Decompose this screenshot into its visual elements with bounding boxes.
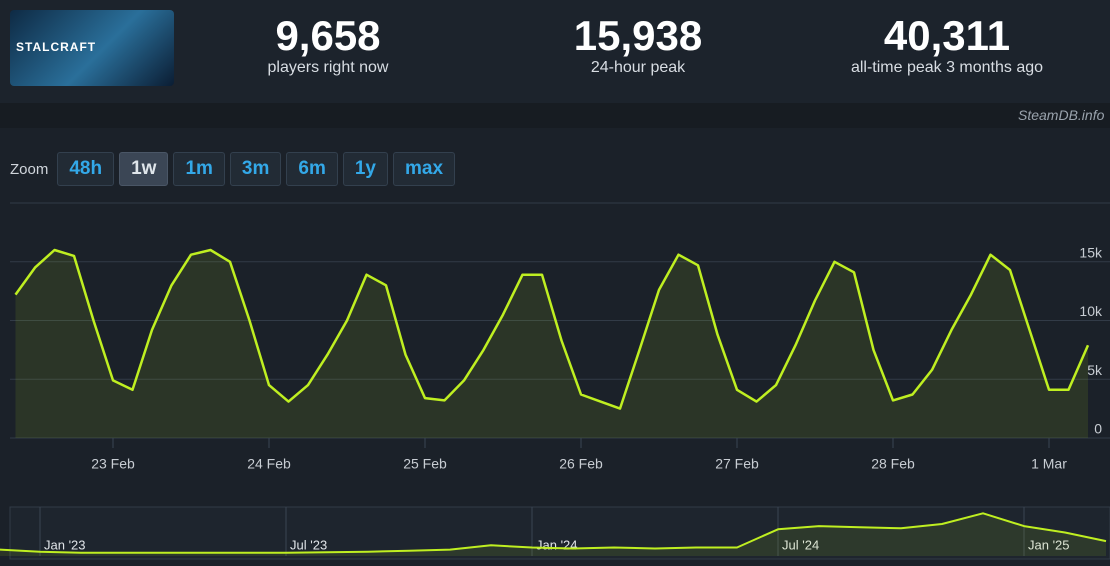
- x-tick-label: Jul '23: [290, 537, 327, 552]
- zoom-button[interactable]: max: [393, 152, 456, 186]
- stat-label: 24-hour peak: [590, 59, 686, 76]
- zoom-button[interactable]: 6m: [286, 152, 338, 186]
- zoom-button[interactable]: 1y: [342, 152, 388, 186]
- stat-value: 9,658: [275, 12, 381, 59]
- stat-label: players right now: [267, 59, 389, 76]
- stat: 40,311 all-time peak 3 months ago: [797, 14, 1097, 78]
- x-tick-label: 27 Feb: [715, 456, 759, 472]
- zoom-button[interactable]: 3m: [229, 152, 282, 186]
- x-tick-label: 28 Feb: [871, 456, 915, 472]
- x-tick-label: Jul '24: [782, 537, 819, 552]
- y-tick-label: 15k: [1079, 244, 1103, 260]
- x-tick-label: Jan '23: [44, 537, 86, 552]
- stat: 9,658 players right now: [178, 14, 478, 78]
- area-fill: [0, 513, 1106, 556]
- zoom-button[interactable]: 1w: [119, 152, 169, 186]
- x-tick-label: 23 Feb: [91, 456, 135, 472]
- zoom-label: Zoom: [10, 160, 49, 178]
- stat-value: 40,311: [883, 12, 1011, 59]
- divider: [0, 103, 1110, 128]
- zoom-bar: Zoom 48h 1w 1m 3m 6m 1y max: [10, 152, 456, 186]
- y-tick-label: 10k: [1079, 303, 1103, 319]
- logo-text: STALCRAFT: [16, 40, 97, 54]
- y-tick-label: 0: [1094, 421, 1102, 437]
- zoom-button[interactable]: 1m: [173, 152, 225, 186]
- navigator: [9, 506, 1110, 560]
- y-tick-label: 5k: [1087, 362, 1103, 378]
- area-fill: [15, 250, 1088, 438]
- series-line: [0, 512, 1107, 554]
- stat: 15,938 24-hour peak: [488, 14, 788, 78]
- x-tick-label: 1 Mar: [1031, 456, 1067, 472]
- x-tick-label: 25 Feb: [403, 456, 447, 472]
- x-tick-label: 24 Feb: [247, 456, 291, 472]
- header: STALCRAFT 9,658 players right now 15,938 2…: [0, 0, 1110, 103]
- watermark: SteamDB.info: [1018, 107, 1105, 123]
- stat-label: all-time peak 3 months ago: [850, 59, 1044, 76]
- stat-value: 15,938: [573, 12, 703, 59]
- zoom-button[interactable]: 48h: [57, 152, 115, 186]
- game-logo: STALCRAFT: [10, 10, 174, 86]
- series-line: [14, 248, 1090, 410]
- x-tick-label: 26 Feb: [559, 456, 603, 472]
- x-tick-label: Jan '25: [1028, 537, 1070, 552]
